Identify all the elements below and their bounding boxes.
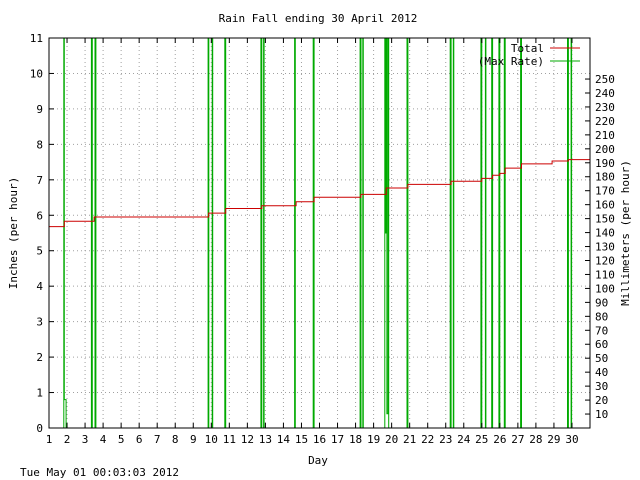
y-tick-label: 3 [36,316,43,329]
y-tick-label: 9 [36,103,43,116]
y2-tick-label: 70 [595,324,608,337]
y2-tick-label: 30 [595,380,608,393]
y2-tick-label: 110 [595,268,615,281]
legend-label: Total [511,42,544,55]
y2-tick-label: 120 [595,254,615,267]
y2-tick-label: 170 [595,185,615,198]
y2-tick-label: 10 [595,408,608,421]
y-tick-label: 6 [36,209,43,222]
x-tick-label: 10 [205,433,218,446]
y2-tick-label: 250 [595,73,615,86]
y2-tick-label: 80 [595,310,608,323]
x-tick-label: 16 [313,433,326,446]
footer-timestamp: Tue May 01 00:03:03 2012 [20,466,179,479]
y-axis-left: 0 1 2 3 4 5 6 7 8 9 10 11 [30,32,54,435]
y-tick-label: 10 [30,67,43,80]
y-tick-label: 5 [36,245,43,258]
x-tick-label: 22 [421,433,434,446]
x-tick-label: 7 [154,433,161,446]
y-tick-label: 2 [36,351,43,364]
x-tick-label: 3 [82,433,89,446]
legend: Total(Max Rate) [478,42,580,68]
x-tick-label: 15 [295,433,308,446]
series-line-total [49,159,590,228]
x-tick-label: 1 [46,433,53,446]
x-tick-label: 5 [118,433,125,446]
y-tick-label: 1 [36,387,43,400]
x-tick-label: 23 [439,433,452,446]
x-tick-label: 6 [136,433,143,446]
x-axis-title: Day [308,454,328,467]
y2-tick-label: 210 [595,129,615,142]
y-axis-title: Inches (per hour) [7,177,20,290]
y2-axis-title: Millimeters (per hour) [619,160,632,306]
x-tick-label: 2 [64,433,71,446]
x-axis: 1 2 3 4 5 6 7 8 9 10 11 12 13 14 15 16 17 18 19 20 21 22 23 24 2… [46,38,579,446]
y2-tick-label: 20 [595,394,608,407]
y2-tick-label: 140 [595,227,615,240]
x-tick-label: 20 [385,433,398,446]
x-tick-label: 14 [277,433,291,446]
y2-tick-label: 190 [595,157,615,170]
x-tick-label: 29 [547,433,560,446]
y-tick-label: 7 [36,174,43,187]
y2-tick-label: 230 [595,101,615,114]
plot-frame [48,37,591,429]
x-tick-label: 4 [100,433,107,446]
y2-tick-label: 180 [595,171,615,184]
legend-label: (Max Rate) [478,55,544,68]
x-tick-label: 8 [172,433,179,446]
y2-tick-label: 60 [595,338,608,351]
y-tick-label: 11 [30,32,43,45]
y2-tick-label: 40 [595,366,608,379]
chart-title: Rain Fall ending 30 April 2012 [219,12,418,25]
series-line-max-rate [49,37,590,429]
series-layer [49,37,590,429]
x-tick-label: 26 [493,433,506,446]
grid [49,38,590,428]
x-tick-label: 17 [331,433,344,446]
y2-tick-label: 200 [595,143,615,156]
y-tick-label: 8 [36,138,43,151]
y-axis-right: 1020304050607080901001101201301401501601… [585,73,615,421]
x-tick-label: 30 [565,433,578,446]
y2-tick-label: 90 [595,296,608,309]
y2-tick-label: 150 [595,213,615,226]
x-tick-label: 18 [349,433,362,446]
x-tick-label: 11 [223,433,236,446]
x-tick-label: 12 [241,433,254,446]
x-tick-label: 25 [475,433,488,446]
y2-tick-label: 220 [595,115,615,128]
y2-tick-label: 160 [595,199,615,212]
y2-tick-label: 130 [595,241,615,254]
y-tick-label: 4 [36,280,43,293]
y2-tick-label: 100 [595,282,615,295]
x-tick-label: 19 [367,433,380,446]
x-tick-label: 9 [190,433,197,446]
x-tick-label: 21 [403,433,416,446]
y2-tick-label: 50 [595,352,608,365]
x-tick-label: 24 [457,433,471,446]
y2-tick-label: 240 [595,87,615,100]
x-tick-label: 27 [511,433,524,446]
x-tick-label: 13 [259,433,272,446]
y-tick-label: 0 [36,422,43,435]
x-tick-label: 28 [529,433,542,446]
